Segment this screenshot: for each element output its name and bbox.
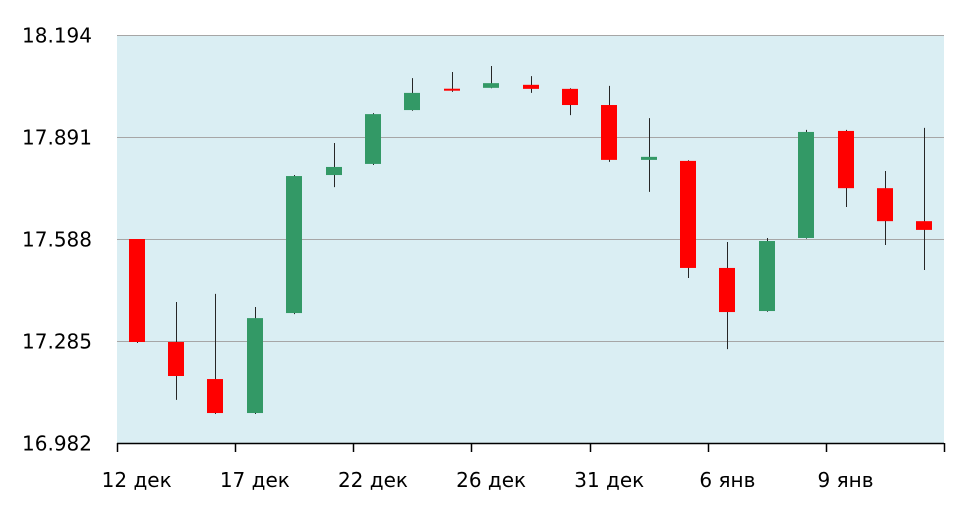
candle-body-up bbox=[759, 241, 775, 312]
x-tick-label: 26 дек bbox=[456, 468, 526, 492]
candles bbox=[129, 65, 932, 415]
candle-body-up bbox=[326, 166, 342, 176]
candle-body-down bbox=[523, 84, 539, 89]
candle bbox=[444, 72, 460, 92]
candle-body-down bbox=[838, 130, 854, 189]
candle-body-down bbox=[601, 105, 617, 160]
candle-body-up bbox=[365, 114, 381, 164]
candle-body-up bbox=[247, 318, 263, 414]
candle-body-down bbox=[916, 221, 932, 230]
y-tick-label: 17.891 bbox=[22, 126, 92, 150]
candle bbox=[562, 88, 578, 116]
candle bbox=[286, 175, 302, 315]
candle bbox=[247, 307, 263, 415]
candle bbox=[838, 129, 854, 208]
y-tick-label: 16.982 bbox=[22, 432, 92, 456]
x-tick-label: 17 дек bbox=[220, 468, 290, 492]
y-tick-label: 17.588 bbox=[22, 228, 92, 252]
candle-body-up bbox=[798, 131, 814, 238]
x-tick-label: 31 дек bbox=[574, 468, 644, 492]
candle bbox=[719, 242, 735, 350]
candle-body-up bbox=[286, 176, 302, 314]
candle bbox=[601, 85, 617, 162]
candle bbox=[680, 160, 696, 279]
x-axis: 12 дек 17 дек 22 дек 26 дек 31 дек 6 янв 9 янв bbox=[102, 442, 946, 492]
candle bbox=[207, 293, 223, 415]
candle bbox=[916, 127, 932, 270]
candle bbox=[326, 143, 342, 188]
x-tick-label: 6 янв bbox=[699, 468, 755, 492]
x-tick-label: 22 дек bbox=[338, 468, 408, 492]
candle bbox=[877, 171, 893, 246]
candle-body-up bbox=[641, 156, 657, 160]
candle bbox=[641, 118, 657, 192]
candle bbox=[483, 65, 499, 89]
candle bbox=[798, 129, 814, 239]
x-tick-label: 9 янв bbox=[818, 468, 874, 492]
candle-body-down bbox=[719, 267, 735, 313]
y-tick-label: 17.285 bbox=[22, 330, 92, 354]
candle bbox=[168, 301, 184, 400]
candle-body-down bbox=[562, 88, 578, 106]
candle bbox=[404, 78, 420, 111]
candle-body-down bbox=[129, 239, 145, 343]
candle-body-down bbox=[168, 342, 184, 377]
candle-body-down bbox=[680, 160, 696, 268]
x-tick-label: 12 дек bbox=[102, 468, 172, 492]
candle-body-down bbox=[877, 188, 893, 222]
candle bbox=[523, 76, 539, 93]
candle bbox=[129, 239, 145, 344]
candle-body-up bbox=[404, 92, 420, 111]
candle bbox=[759, 237, 775, 312]
candle-body-down bbox=[207, 379, 223, 414]
candle bbox=[365, 113, 381, 165]
y-axis: 18.194 17.891 17.588 17.285 16.982 bbox=[22, 24, 92, 456]
candle-body-down bbox=[444, 88, 460, 91]
y-tick-label: 18.194 bbox=[22, 24, 92, 48]
candle-body-up bbox=[483, 83, 499, 88]
